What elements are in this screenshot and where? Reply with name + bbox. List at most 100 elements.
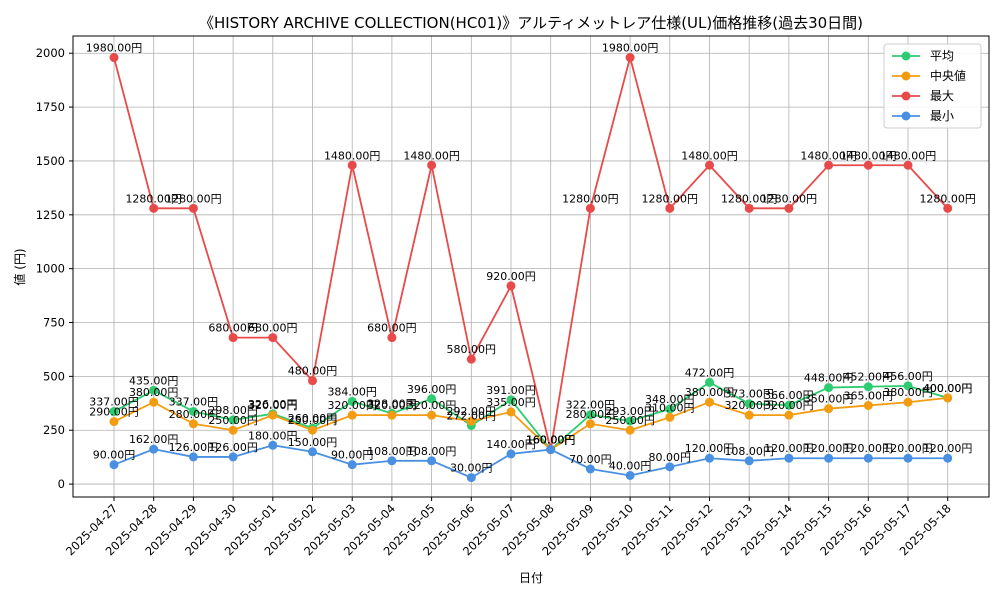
legend-label: 中央値 [930, 68, 966, 83]
data-point [784, 410, 794, 420]
data-label: 480.00円 [288, 365, 338, 378]
data-label: 322.00円 [566, 399, 616, 412]
data-point [466, 416, 476, 426]
data-label: 320.00円 [764, 399, 814, 412]
data-point [308, 376, 317, 386]
data-point [705, 160, 714, 170]
data-point [308, 425, 317, 435]
data-label: 380.00円 [883, 386, 933, 399]
data-label: 320.00円 [724, 399, 774, 412]
data-label: 320.00円 [327, 399, 377, 412]
data-label: 90.00円 [331, 449, 374, 462]
data-label: 366.00円 [764, 389, 814, 402]
data-point [903, 397, 913, 407]
data-point [268, 410, 278, 420]
data-point [625, 416, 635, 426]
chart-title: 《HISTORY ARCHIVE COLLECTION(HC01)》アルティメッ… [199, 14, 863, 32]
data-point [585, 419, 595, 429]
data-point [427, 160, 437, 170]
data-label: 280.00円 [169, 408, 219, 421]
data-label: 400.00円 [923, 382, 973, 395]
data-point [149, 397, 159, 407]
series-line [113, 444, 948, 479]
data-label: 348.00円 [645, 393, 695, 406]
data-point [188, 406, 198, 416]
data-label: 293.00円 [605, 405, 655, 418]
y-tick-label: 1250 [36, 208, 65, 222]
data-point [347, 410, 357, 420]
data-label: 380.00円 [685, 386, 735, 399]
data-point [744, 399, 754, 409]
data-label: 680.00円 [367, 322, 417, 335]
data-point [824, 404, 834, 414]
data-point [784, 453, 794, 463]
data-label: 120.00円 [844, 442, 894, 455]
data-label: 680.00円 [248, 322, 298, 335]
data-label: 30.00円 [450, 462, 493, 475]
data-point [903, 453, 913, 463]
data-label: 1280.00円 [761, 192, 818, 205]
data-label: 1280.00円 [165, 192, 222, 205]
data-point [824, 383, 834, 393]
data-point [863, 160, 873, 170]
data-point [705, 453, 714, 463]
data-point [863, 453, 873, 463]
data-point [705, 397, 714, 407]
data-label: 310.00円 [645, 401, 695, 414]
data-point [903, 381, 913, 391]
data-point [387, 410, 397, 420]
x-axis-label: 日付 [519, 571, 543, 585]
data-label: 140.00円 [486, 438, 536, 451]
data-label: 396.00円 [407, 383, 457, 396]
data-point [665, 404, 675, 414]
data-label: 320.00円 [367, 399, 417, 412]
data-label: 1480.00円 [880, 149, 937, 162]
y-axis-label: 値 (円) [12, 248, 27, 285]
data-labels: 337.00円435.00円337.00円298.00円326.00円260.0… [86, 42, 976, 475]
data-label: 120.00円 [883, 442, 933, 455]
data-label: 250.00円 [605, 414, 655, 427]
legend-swatch-marker [901, 51, 911, 61]
data-label: 448.00円 [804, 372, 854, 385]
data-point [784, 400, 794, 410]
data-point [427, 410, 437, 420]
data-label: 162.00円 [129, 433, 179, 446]
data-label: 335.00円 [486, 396, 536, 409]
data-point [347, 460, 357, 470]
data-point [625, 425, 635, 435]
data-label: 920.00円 [486, 270, 536, 283]
data-point [109, 53, 119, 63]
data-label: 456.00円 [883, 370, 933, 383]
data-label: 326.00円 [248, 398, 298, 411]
data-point [109, 417, 119, 427]
data-point [506, 395, 516, 405]
data-point [268, 440, 278, 450]
data-point [506, 281, 516, 291]
data-label: 80.00円 [649, 451, 692, 464]
legend-box [883, 43, 982, 129]
data-label: 126.00円 [169, 441, 219, 454]
data-label: 373.00円 [724, 388, 774, 401]
data-point [109, 406, 119, 416]
data-label: 260.00円 [288, 412, 338, 425]
data-label: 120.00円 [804, 442, 854, 455]
data-point [149, 203, 159, 213]
data-label: 320.00円 [248, 399, 298, 412]
data-label: 120.00円 [923, 442, 973, 455]
data-label: 90.00円 [93, 449, 136, 462]
data-point [546, 445, 556, 455]
data-point [387, 456, 397, 466]
legend-label: 平均 [930, 49, 954, 63]
data-label: 400.00円 [923, 382, 973, 395]
y-tick-label: 1500 [36, 154, 65, 168]
data-point [228, 333, 238, 343]
data-point [506, 407, 516, 417]
data-point [228, 425, 238, 435]
data-label: 272.00円 [447, 409, 497, 422]
series-1 [109, 393, 953, 455]
data-label: 435.00円 [129, 374, 179, 387]
data-point [427, 456, 437, 466]
y-tick-label: 0 [58, 477, 65, 491]
data-label: 250.00円 [288, 414, 338, 427]
data-label: 292.00円 [447, 405, 497, 418]
